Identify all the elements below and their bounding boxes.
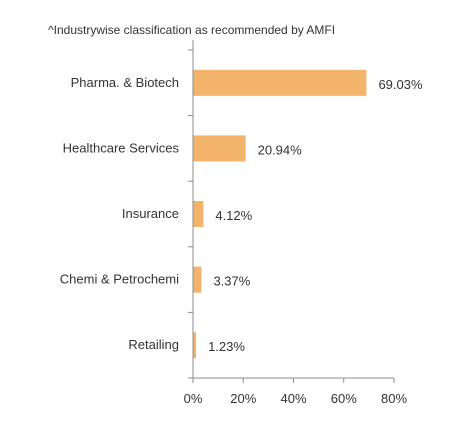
axis-layer: 0% 20% 40% 60% 80%: [184, 40, 407, 406]
bar-3: [193, 266, 202, 293]
bars-layer: Pharma. & Biotech 69.03% Healthcare Servic…: [60, 69, 423, 359]
value-label-2: 4.12%: [215, 208, 252, 223]
category-label-2: Insurance: [122, 206, 179, 221]
category-label-4: Retailing: [128, 337, 179, 352]
bar-0: [193, 69, 367, 96]
bar-1: [193, 135, 246, 162]
category-label-3: Chemi & Petrochemi: [60, 272, 179, 287]
category-label-0: Pharma. & Biotech: [71, 75, 179, 90]
x-tick-label-2: 40%: [280, 391, 306, 406]
x-tick-label-4: 80%: [381, 391, 407, 406]
category-label-1: Healthcare Services: [63, 140, 180, 155]
x-tick-label-0: 0%: [184, 391, 203, 406]
value-label-4: 1.23%: [208, 339, 245, 354]
x-tick-label-3: 60%: [331, 391, 357, 406]
bar-2: [193, 201, 204, 227]
classification-note: ^Industrywise classification as recommen…: [48, 23, 335, 37]
bar-4: [193, 332, 197, 359]
value-label-3: 3.37%: [213, 274, 250, 289]
value-label-1: 20.94%: [258, 142, 303, 157]
x-tick-label-1: 20%: [230, 391, 256, 406]
value-label-0: 69.03%: [378, 77, 423, 92]
